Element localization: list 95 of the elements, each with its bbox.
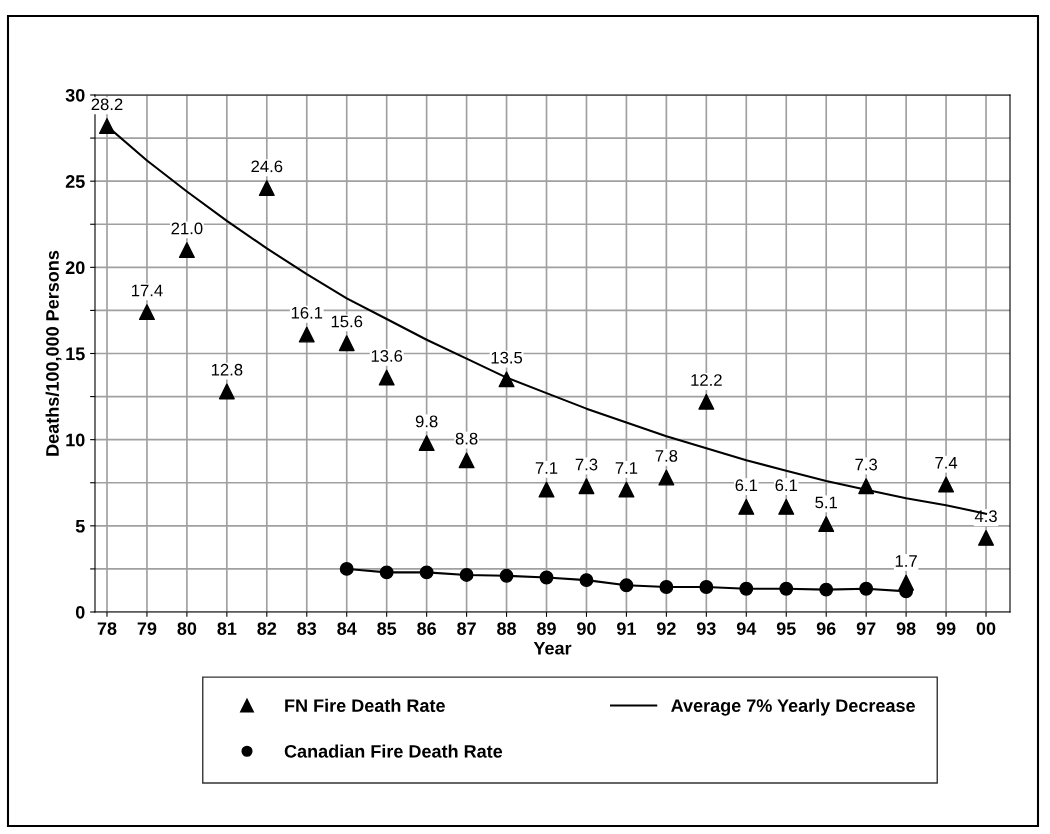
point <box>379 565 394 580</box>
x-tick-label: 81 <box>217 622 237 635</box>
x-tick-label: 92 <box>656 622 676 635</box>
y-tick-label: 0 <box>75 605 85 619</box>
point <box>978 529 995 546</box>
point <box>578 478 595 495</box>
point <box>459 568 474 582</box>
point <box>698 393 715 410</box>
x-tick-label: 86 <box>417 622 437 635</box>
data-label: 4.3 <box>974 510 997 523</box>
x-tick-label: 88 <box>497 622 517 635</box>
point <box>458 452 475 469</box>
data-label: 7.3 <box>575 458 598 471</box>
point <box>779 581 794 596</box>
x-tick-label: 82 <box>257 622 277 635</box>
data-label: 6.1 <box>735 479 758 492</box>
point <box>938 476 955 493</box>
data-label: 7.1 <box>615 462 638 474</box>
x-tick-label: 94 <box>736 622 757 635</box>
point <box>818 516 835 533</box>
x-tick-label: 79 <box>137 622 157 635</box>
data-label: 21.0 <box>171 222 203 235</box>
data-label: 7.1 <box>535 462 558 474</box>
x-tick-label: 89 <box>537 622 556 635</box>
point <box>338 335 355 352</box>
x-tick-label: 98 <box>896 622 916 635</box>
y-tick-label: 5 <box>75 519 85 533</box>
legend-label: FN Fire Death Rate <box>285 698 445 713</box>
x-tick-label: 87 <box>457 622 476 635</box>
x-axis-title: Year <box>533 641 572 655</box>
point <box>778 498 795 515</box>
data-label: 28.2 <box>91 98 123 111</box>
point <box>658 469 675 486</box>
point <box>579 573 594 588</box>
point <box>898 574 915 591</box>
point <box>378 369 395 386</box>
point <box>339 561 354 576</box>
point <box>218 383 235 400</box>
point <box>499 568 514 583</box>
y-tick-label: 30 <box>65 88 85 102</box>
data-label: 7.4 <box>935 457 958 469</box>
data-label: 1.7 <box>895 555 917 567</box>
data-label: 7.3 <box>855 458 878 471</box>
point <box>619 578 634 593</box>
y-tick-label: 15 <box>66 347 85 361</box>
y-axis-title: Deaths/100,000 Persons <box>45 250 62 456</box>
data-label: 17.4 <box>132 284 163 297</box>
data-label: 24.6 <box>251 160 283 173</box>
data-label: 12.8 <box>211 363 243 376</box>
legend-label: Average 7% Yearly Decrease <box>671 698 915 716</box>
x-tick-label: 97 <box>856 622 876 635</box>
x-tick-label: 83 <box>297 622 317 636</box>
point <box>99 118 115 134</box>
legend-label: Canadian Fire Death Rate <box>284 744 503 758</box>
data-label: 15.6 <box>331 315 363 328</box>
x-tick-label: 78 <box>97 622 117 635</box>
point <box>699 580 714 594</box>
x-tick-label: 00 <box>976 622 996 635</box>
data-label: 13.6 <box>371 350 403 362</box>
data-label: 8.8 <box>455 432 478 445</box>
x-tick-label: 93 <box>696 622 716 636</box>
point <box>178 242 195 259</box>
x-tick-label: 99 <box>936 622 956 635</box>
x-tick-label: 84 <box>337 622 357 635</box>
x-tick-label: 96 <box>816 622 836 635</box>
point <box>538 481 555 498</box>
point <box>419 565 434 580</box>
x-tick-label: 95 <box>776 622 796 635</box>
data-label: 16.1 <box>291 306 323 319</box>
y-tick-label: 10 <box>66 433 85 447</box>
x-tick-label: 91 <box>617 622 636 635</box>
y-tick-label: 20 <box>65 261 85 275</box>
point <box>659 580 674 594</box>
data-label: 7.8 <box>655 449 678 462</box>
point <box>298 326 315 343</box>
data-label: 13.5 <box>491 351 523 364</box>
data-label: 6.1 <box>775 479 798 492</box>
data-label: 12.2 <box>691 374 722 386</box>
x-tick-label: 80 <box>177 622 197 635</box>
x-tick-label: 85 <box>377 622 397 635</box>
point <box>858 478 875 495</box>
point <box>618 481 635 498</box>
y-tick-label: 25 <box>65 175 85 188</box>
data-label: 5.1 <box>815 496 837 509</box>
data-label: 9.8 <box>415 415 438 428</box>
point <box>418 435 435 452</box>
point <box>859 581 874 596</box>
point <box>819 582 834 597</box>
point <box>539 570 554 585</box>
point <box>739 581 754 596</box>
x-tick-label: 90 <box>577 622 596 635</box>
point <box>258 180 275 197</box>
point <box>498 371 515 388</box>
point <box>138 304 155 321</box>
point <box>738 498 755 515</box>
